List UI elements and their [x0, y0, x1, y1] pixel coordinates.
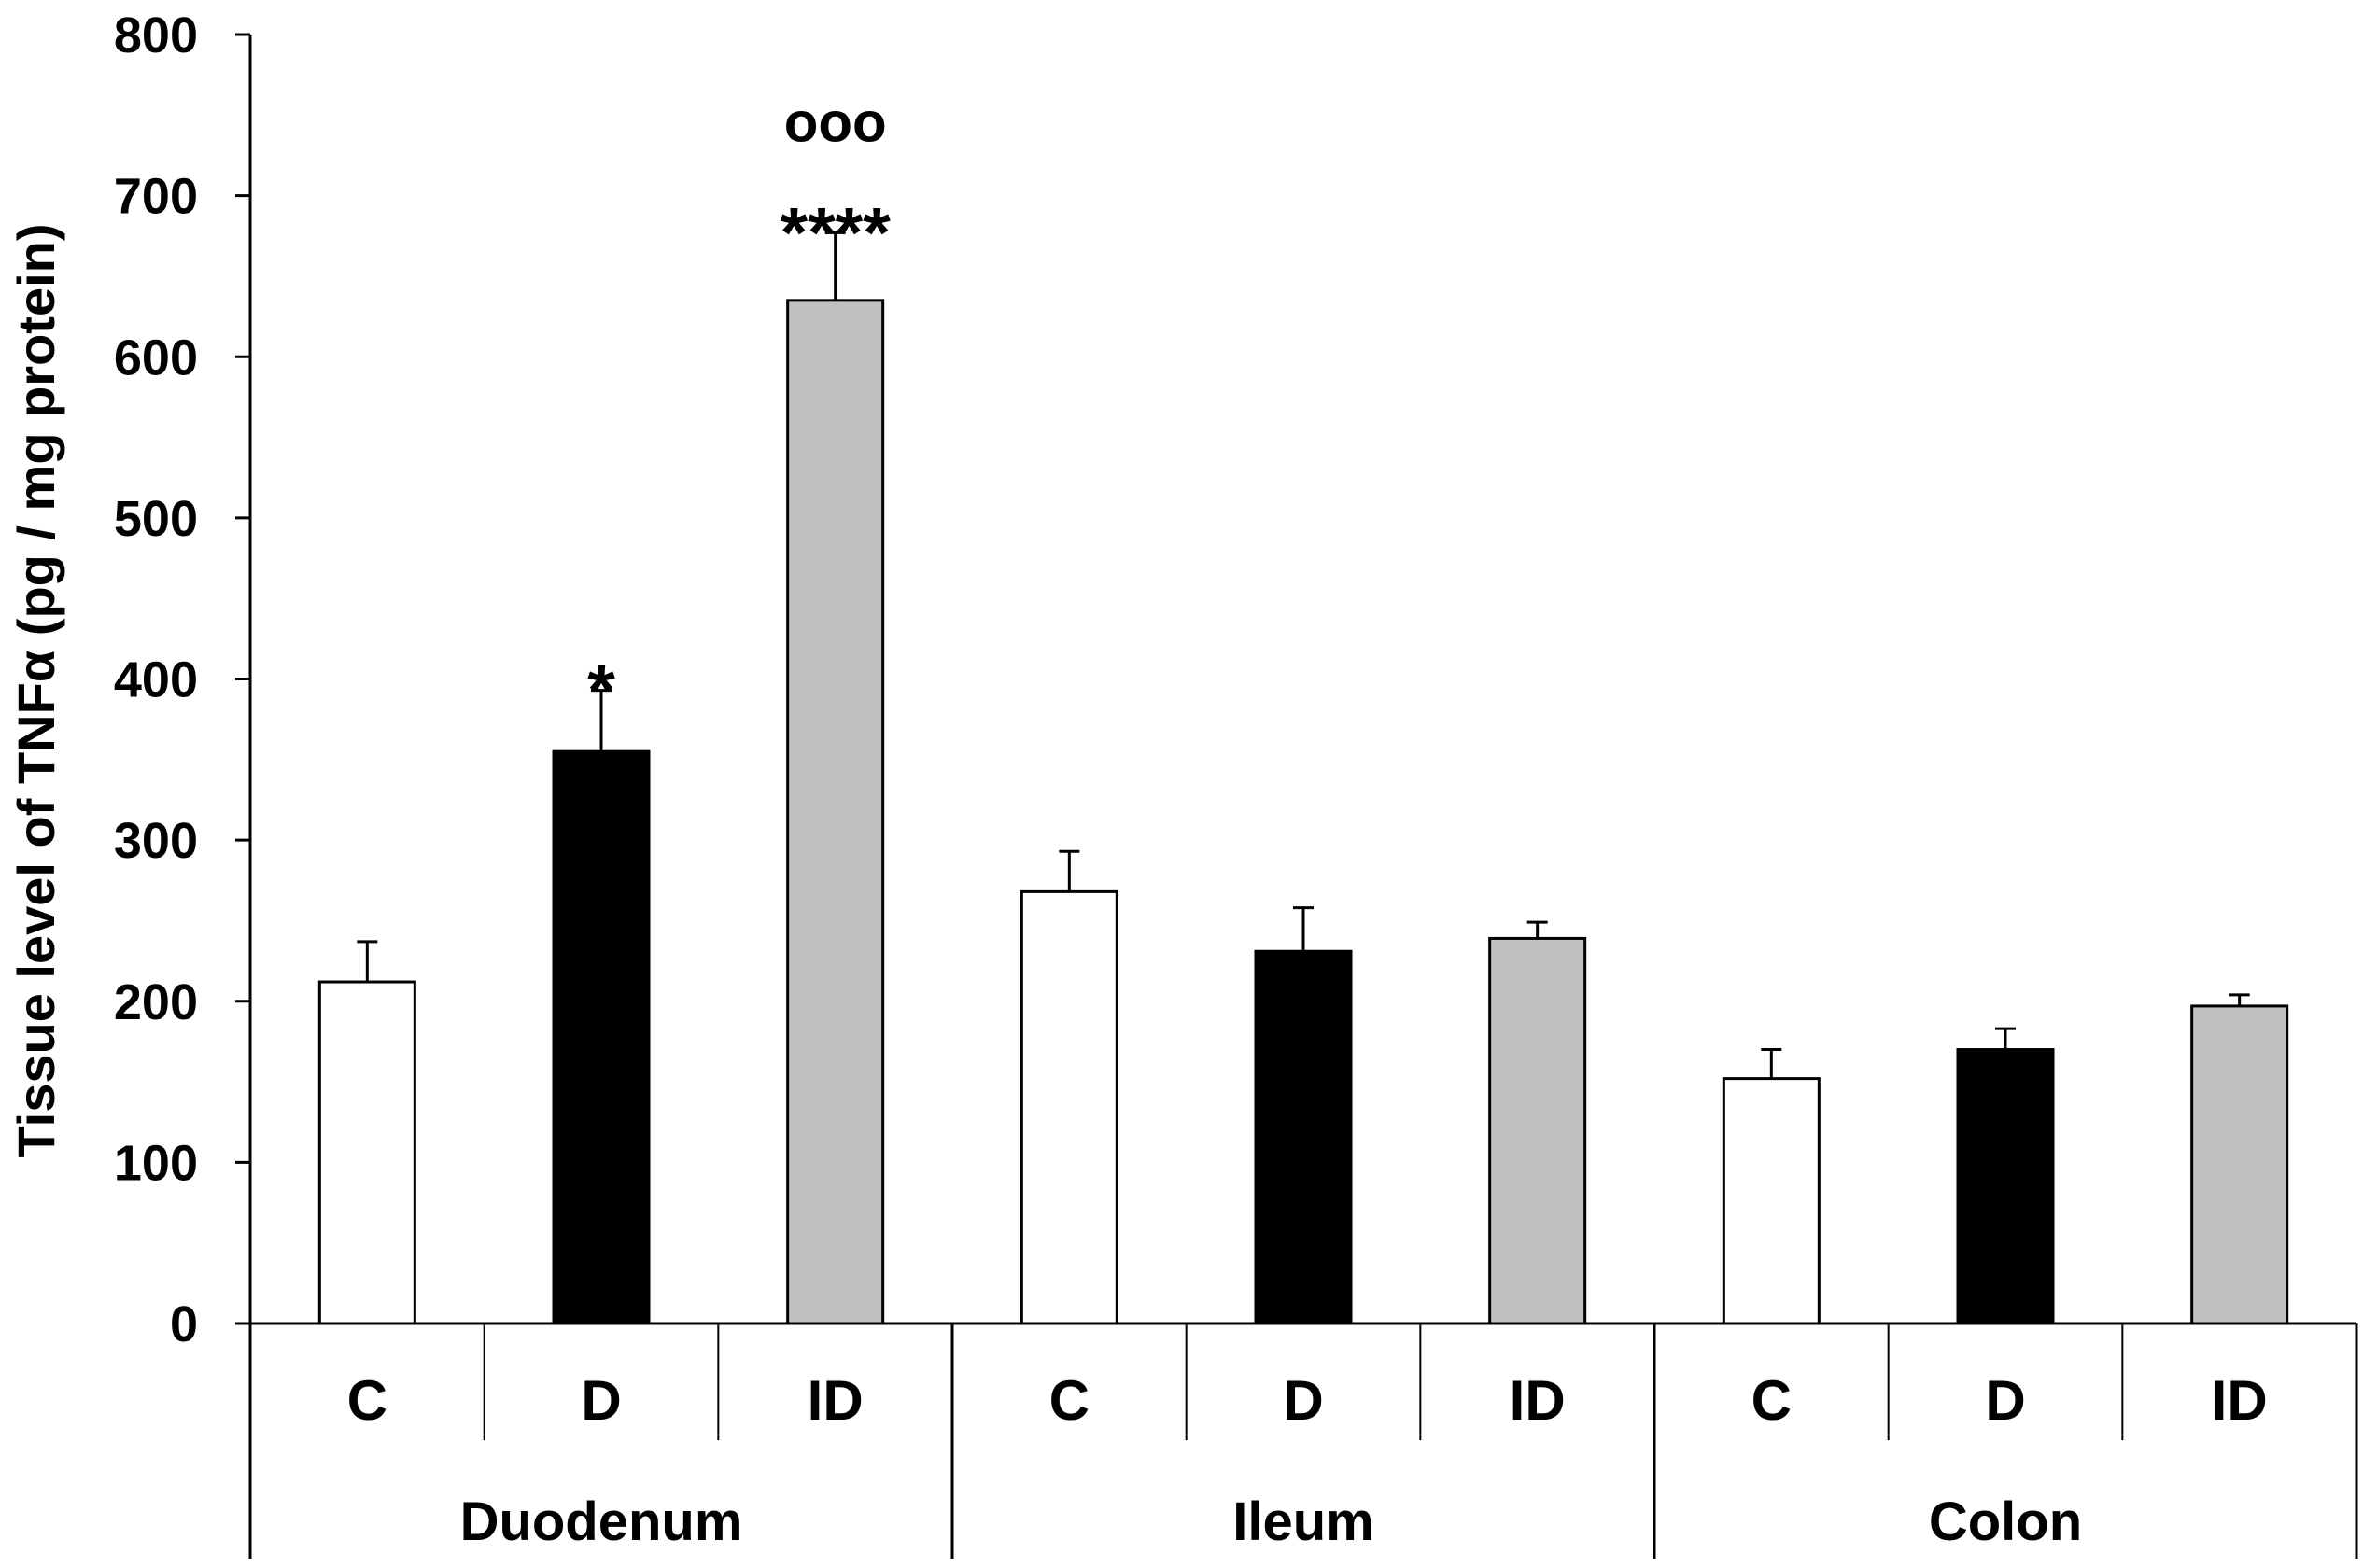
bar-ileum-c — [1020, 889, 1118, 1325]
category-label-c: C — [1751, 1369, 1792, 1432]
bar-duodenum-id-annotation: ooo — [784, 91, 887, 153]
bar-duodenum-id — [786, 299, 885, 1325]
y-tick-label: 100 — [114, 1135, 198, 1191]
bar-duodenum-c — [317, 980, 416, 1325]
category-label-c: C — [347, 1369, 387, 1432]
y-tick-label: 800 — [114, 7, 198, 63]
x-axis: Duodenum C D ID Ileum C D ID Colon C D ID — [248, 1322, 2358, 1559]
y-tick-label: 300 — [114, 813, 198, 869]
category-label-c: C — [1049, 1369, 1090, 1432]
y-tick-label: 600 — [114, 329, 198, 385]
bar-ileum-id — [1488, 936, 1587, 1325]
bar-duodenum-d — [552, 749, 651, 1325]
y-tick-label: 500 — [114, 491, 198, 547]
category-label-id: ID — [808, 1369, 864, 1432]
bar-ileum-d — [1254, 949, 1353, 1325]
bar-duodenum-d-annotation: * — [587, 651, 615, 731]
category-label-id: ID — [2212, 1369, 2268, 1432]
category-label-d: D — [1985, 1369, 2025, 1432]
group-label-ileum: Ileum — [1232, 1491, 1374, 1552]
category-label-d: D — [581, 1369, 621, 1432]
y-axis-label: Tissue level of TNFα (pg / mg protein) — [7, 223, 65, 1157]
bar-colon-c — [1722, 1077, 1821, 1325]
y-tick-label: 0 — [170, 1296, 198, 1352]
bar-colon-d — [1956, 1048, 2055, 1325]
bar-colon-id — [2190, 1004, 2289, 1325]
y-tick-label: 700 — [114, 169, 198, 225]
category-label-d: D — [1283, 1369, 1323, 1432]
y-axis: 0 100 200 300 400 500 600 700 800 — [114, 7, 252, 1352]
bar-duodenum-id-annotation: **** — [781, 193, 892, 273]
group-label-duodenum: Duodenum — [460, 1491, 743, 1552]
category-label-id: ID — [1510, 1369, 1566, 1432]
y-tick-label: 200 — [114, 974, 198, 1030]
bars: *****ooo — [317, 91, 2289, 1325]
y-tick-label: 400 — [114, 652, 198, 708]
group-label-colon: Colon — [1929, 1491, 2082, 1552]
